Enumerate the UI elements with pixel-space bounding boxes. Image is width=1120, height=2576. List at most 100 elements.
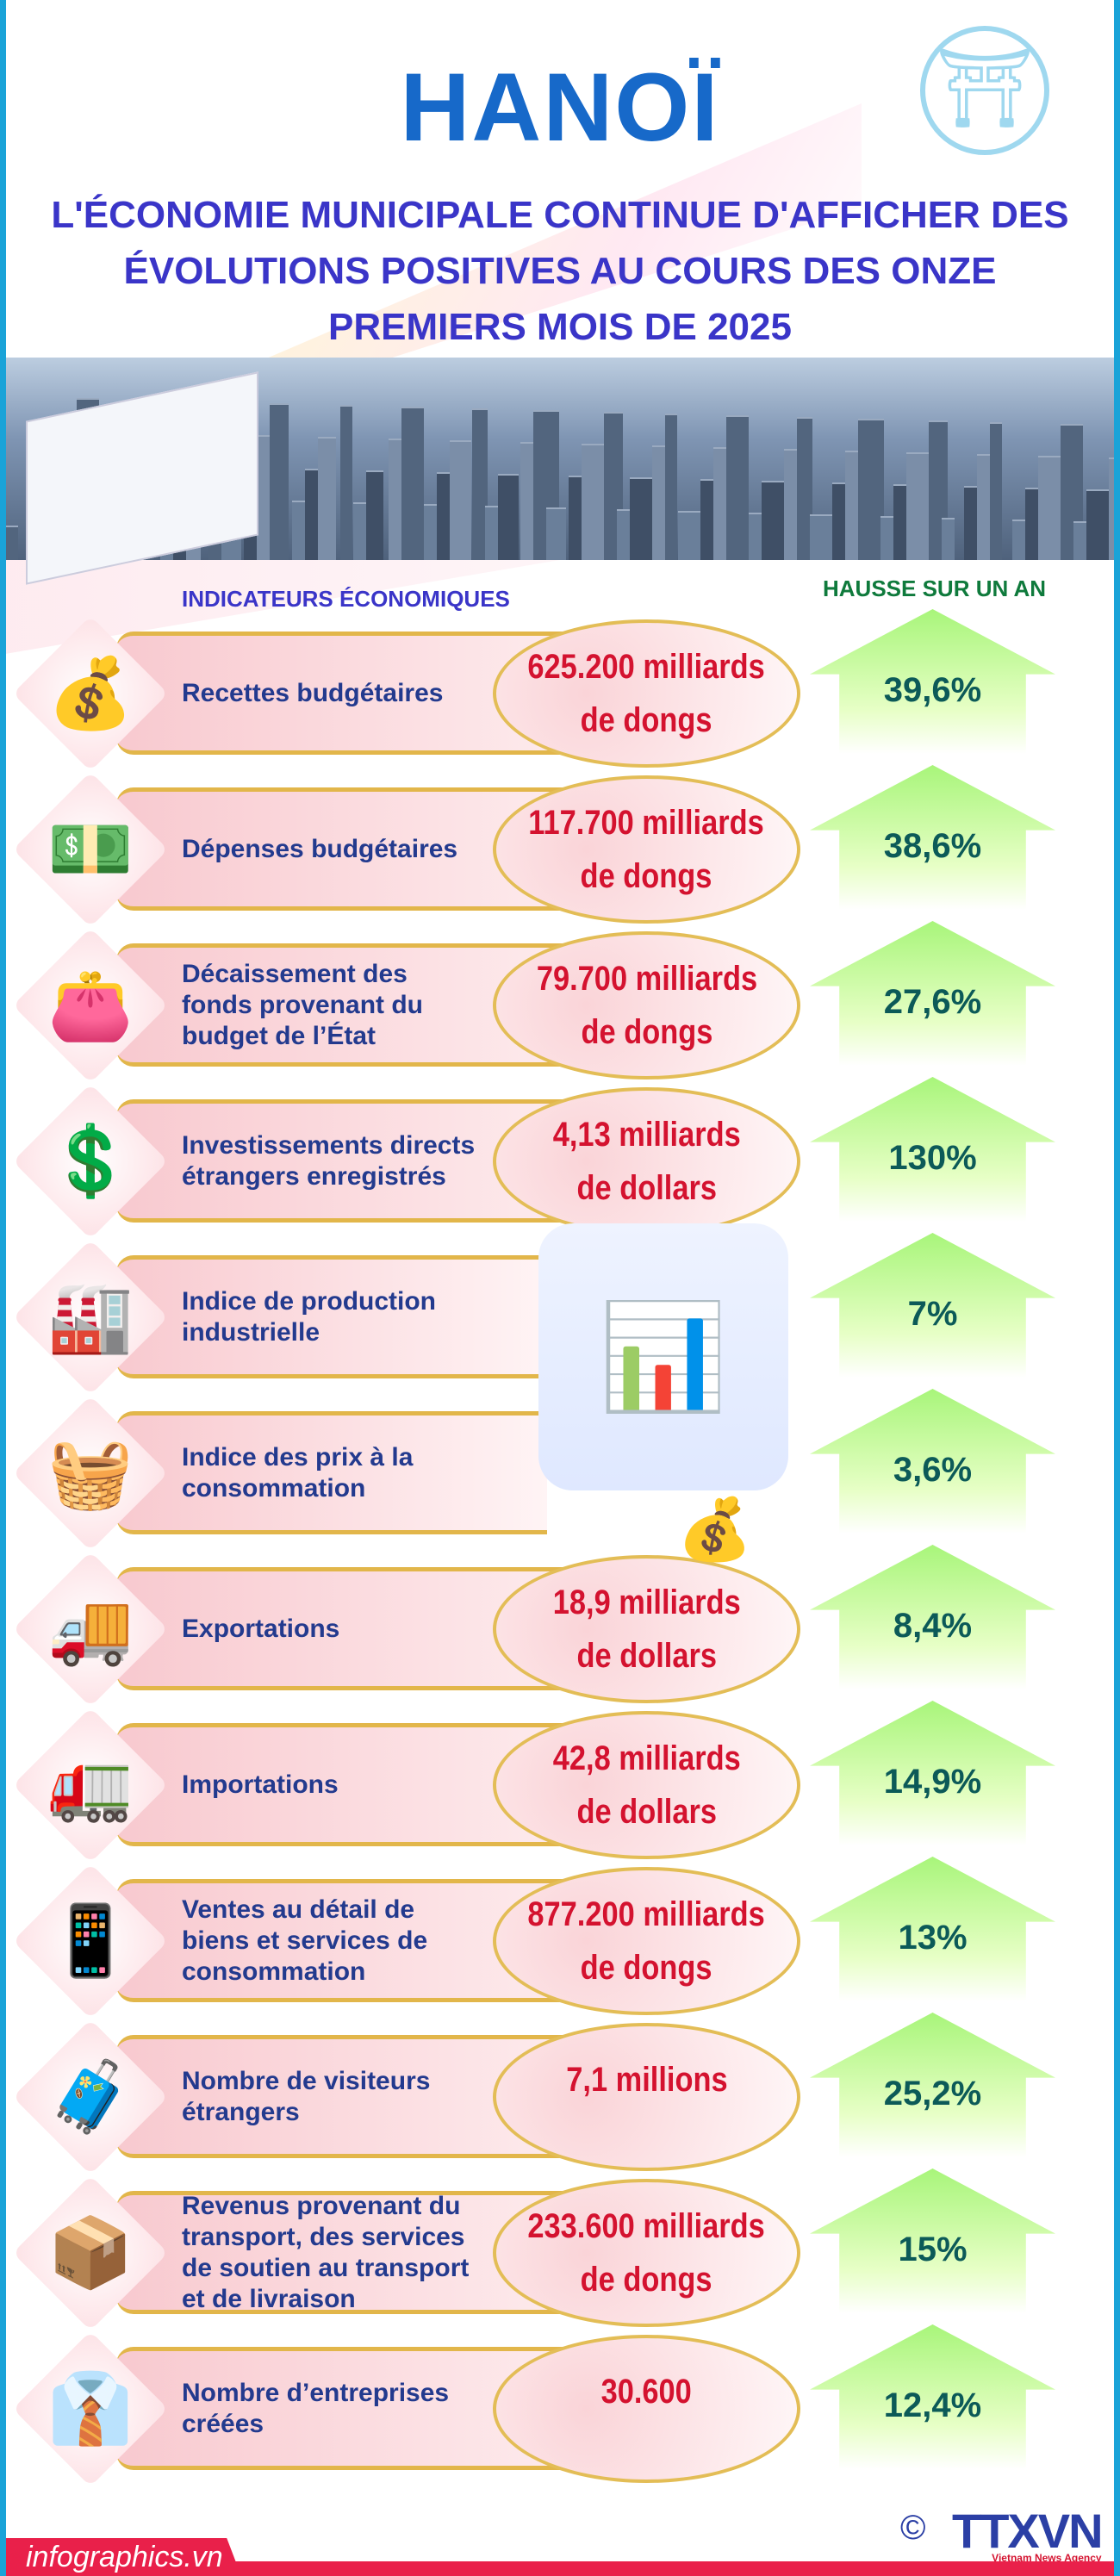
subtitle-line: L'ÉCONOMIE MUNICIPALE CONTINUE D'AFFICHE… (51, 194, 1069, 236)
businessman-icon: 👔 (47, 2370, 134, 2447)
indicator-label-text: Ventes au détail de biens et services de… (182, 1895, 428, 1986)
indicator-label-text: Recettes budgétaires (182, 679, 444, 707)
ttxvn-logo: TTXVN Vietnam News Agency (952, 2503, 1104, 2564)
building (1109, 457, 1114, 560)
indicator-label-text: Investissements directs étrangers enregi… (182, 1131, 476, 1191)
building (678, 511, 701, 560)
building (450, 440, 471, 560)
growth-percent: 25,2% (883, 2075, 982, 2112)
agency-subtitle: Vietnam News Agency (992, 2552, 1102, 2564)
indicator-value: 233.600 milliards de dongs (527, 2207, 766, 2299)
building (424, 504, 440, 560)
growth-percent: 27,6% (883, 983, 982, 1021)
building (366, 470, 383, 560)
delivery-truck-icon: 📦 (47, 2214, 134, 2291)
growth-percent: 12,4% (883, 2386, 982, 2424)
robot-arm-icon: 🏭 (47, 1279, 134, 1355)
growth-percent: 8,4% (893, 1607, 973, 1645)
growth-percent: 38,6% (883, 827, 982, 865)
subtitle-line: PREMIERS MOIS DE 2025 (328, 306, 792, 348)
growth-percent: 14,9% (883, 1763, 982, 1801)
money-coins-icon: 💰 (677, 1496, 753, 1563)
indicator-label: Importations (182, 1720, 483, 1850)
indicator-label: Recettes budgétaires (182, 629, 483, 758)
building (726, 415, 749, 560)
indicator-label-text: Dépenses budgétaires (182, 835, 458, 863)
value-ellipse: 30.600 (493, 2335, 800, 2483)
indicator-label: Indice des prix à la consommation (182, 1409, 483, 1538)
hanoi-emblem-icon: ⛩ (920, 26, 1049, 155)
building (749, 513, 765, 560)
indicator-label: Dépenses budgétaires (182, 785, 483, 914)
growth-percent: 130% (888, 1139, 977, 1177)
building (472, 408, 488, 560)
indicator-label: Nombre d’entreprises créées (182, 2344, 483, 2473)
building (630, 477, 654, 560)
building (858, 419, 884, 560)
indicator-label: Nombre de visiteurs étrangers (182, 2032, 483, 2162)
indicator-label: Décaissement des fonds provenant du budg… (182, 941, 483, 1070)
building (942, 518, 955, 560)
building (797, 417, 812, 560)
indicator-value: 18,9 milliards de dollars (552, 1584, 741, 1675)
indicator-label-text: Nombre de visiteurs étrangers (182, 2067, 431, 2126)
indicator-value: 42,8 milliards de dollars (552, 1739, 741, 1831)
agency-name: TTXVN (952, 2504, 1104, 2558)
growth-percent: 13% (898, 1919, 968, 1957)
indicator-band (116, 1255, 547, 1378)
indicator-value: 625.200 milliards de dongs (527, 648, 766, 739)
subtitle-line: ÉVOLUTIONS POSITIVES AU COURS DES ONZE (123, 250, 997, 292)
value-ellipse: 18,9 milliards de dollars (493, 1555, 800, 1703)
building (845, 451, 860, 560)
value-ellipse: 117.700 milliards de dongs (493, 775, 800, 924)
site-link[interactable]: infographics.vn (0, 2538, 241, 2576)
building (617, 509, 630, 560)
building (292, 501, 305, 560)
indicator-value: 30.600 (600, 2373, 693, 2411)
growth-header: HAUSSE SUR UN AN (823, 576, 1047, 601)
cash-stacks-icon: 💵 (47, 811, 134, 887)
indicators-header: INDICATEURS ÉCONOMIQUES (182, 586, 510, 612)
indicator-label-text: Indice de production industrielle (182, 1287, 437, 1347)
growth-percent: 39,6% (883, 671, 982, 709)
building (520, 442, 535, 560)
value-ellipse: 42,8 milliards de dollars (493, 1711, 800, 1859)
building (318, 437, 336, 560)
building (810, 514, 837, 560)
data-analysis-illustration: 📊 (538, 1223, 788, 1490)
indicator-value: 79.700 milliards de dongs (536, 960, 757, 1051)
growth-percent: 15% (898, 2231, 968, 2268)
indicator-label: Ventes au détail de biens et services de… (182, 1876, 483, 2006)
indicator-value: 7,1 millions (565, 2061, 728, 2099)
indicator-label-text: Exportations (182, 1615, 340, 1643)
indicator-label: Indice de production industrielle (182, 1253, 483, 1382)
money-bag-icon: 💰 (47, 655, 134, 731)
indicator-label: Revenus provenant du transport, des serv… (182, 2188, 483, 2318)
indicator-label: Investissements directs étrangers enregi… (182, 1097, 483, 1226)
building (990, 422, 1002, 560)
copyright-icon: © (900, 2509, 926, 2547)
building (569, 476, 582, 560)
building (6, 526, 18, 560)
indicator-label-text: Revenus provenant du transport, des serv… (182, 2192, 470, 2313)
building (546, 507, 566, 560)
building (1073, 521, 1090, 560)
indicator-label-text: Décaissement des fonds provenant du budg… (182, 960, 423, 1050)
value-ellipse: 4,13 milliards de dollars (493, 1087, 800, 1235)
building (582, 444, 607, 560)
page-title: HANOÏ (400, 53, 720, 161)
import-truck-icon: 🚛 (47, 1746, 134, 1823)
building (340, 405, 352, 560)
footer-bar (0, 2561, 1120, 2576)
value-ellipse: 7,1 millions (493, 2023, 800, 2171)
indicator-label-text: Indice des prix à la consommation (182, 1443, 414, 1503)
indicator-band (116, 1411, 547, 1534)
value-ellipse: 877.200 milliards de dongs (493, 1867, 800, 2015)
traveler-icon: 🧳 (47, 2058, 134, 2135)
indicator-value: 877.200 milliards de dongs (527, 1895, 766, 1987)
shop-phone-icon: 📱 (47, 1902, 134, 1979)
indicator-label-text: Nombre d’entreprises créées (182, 2379, 450, 2438)
building (498, 474, 519, 560)
indicator-value: 4,13 milliards de dollars (552, 1116, 741, 1207)
building (893, 484, 907, 560)
